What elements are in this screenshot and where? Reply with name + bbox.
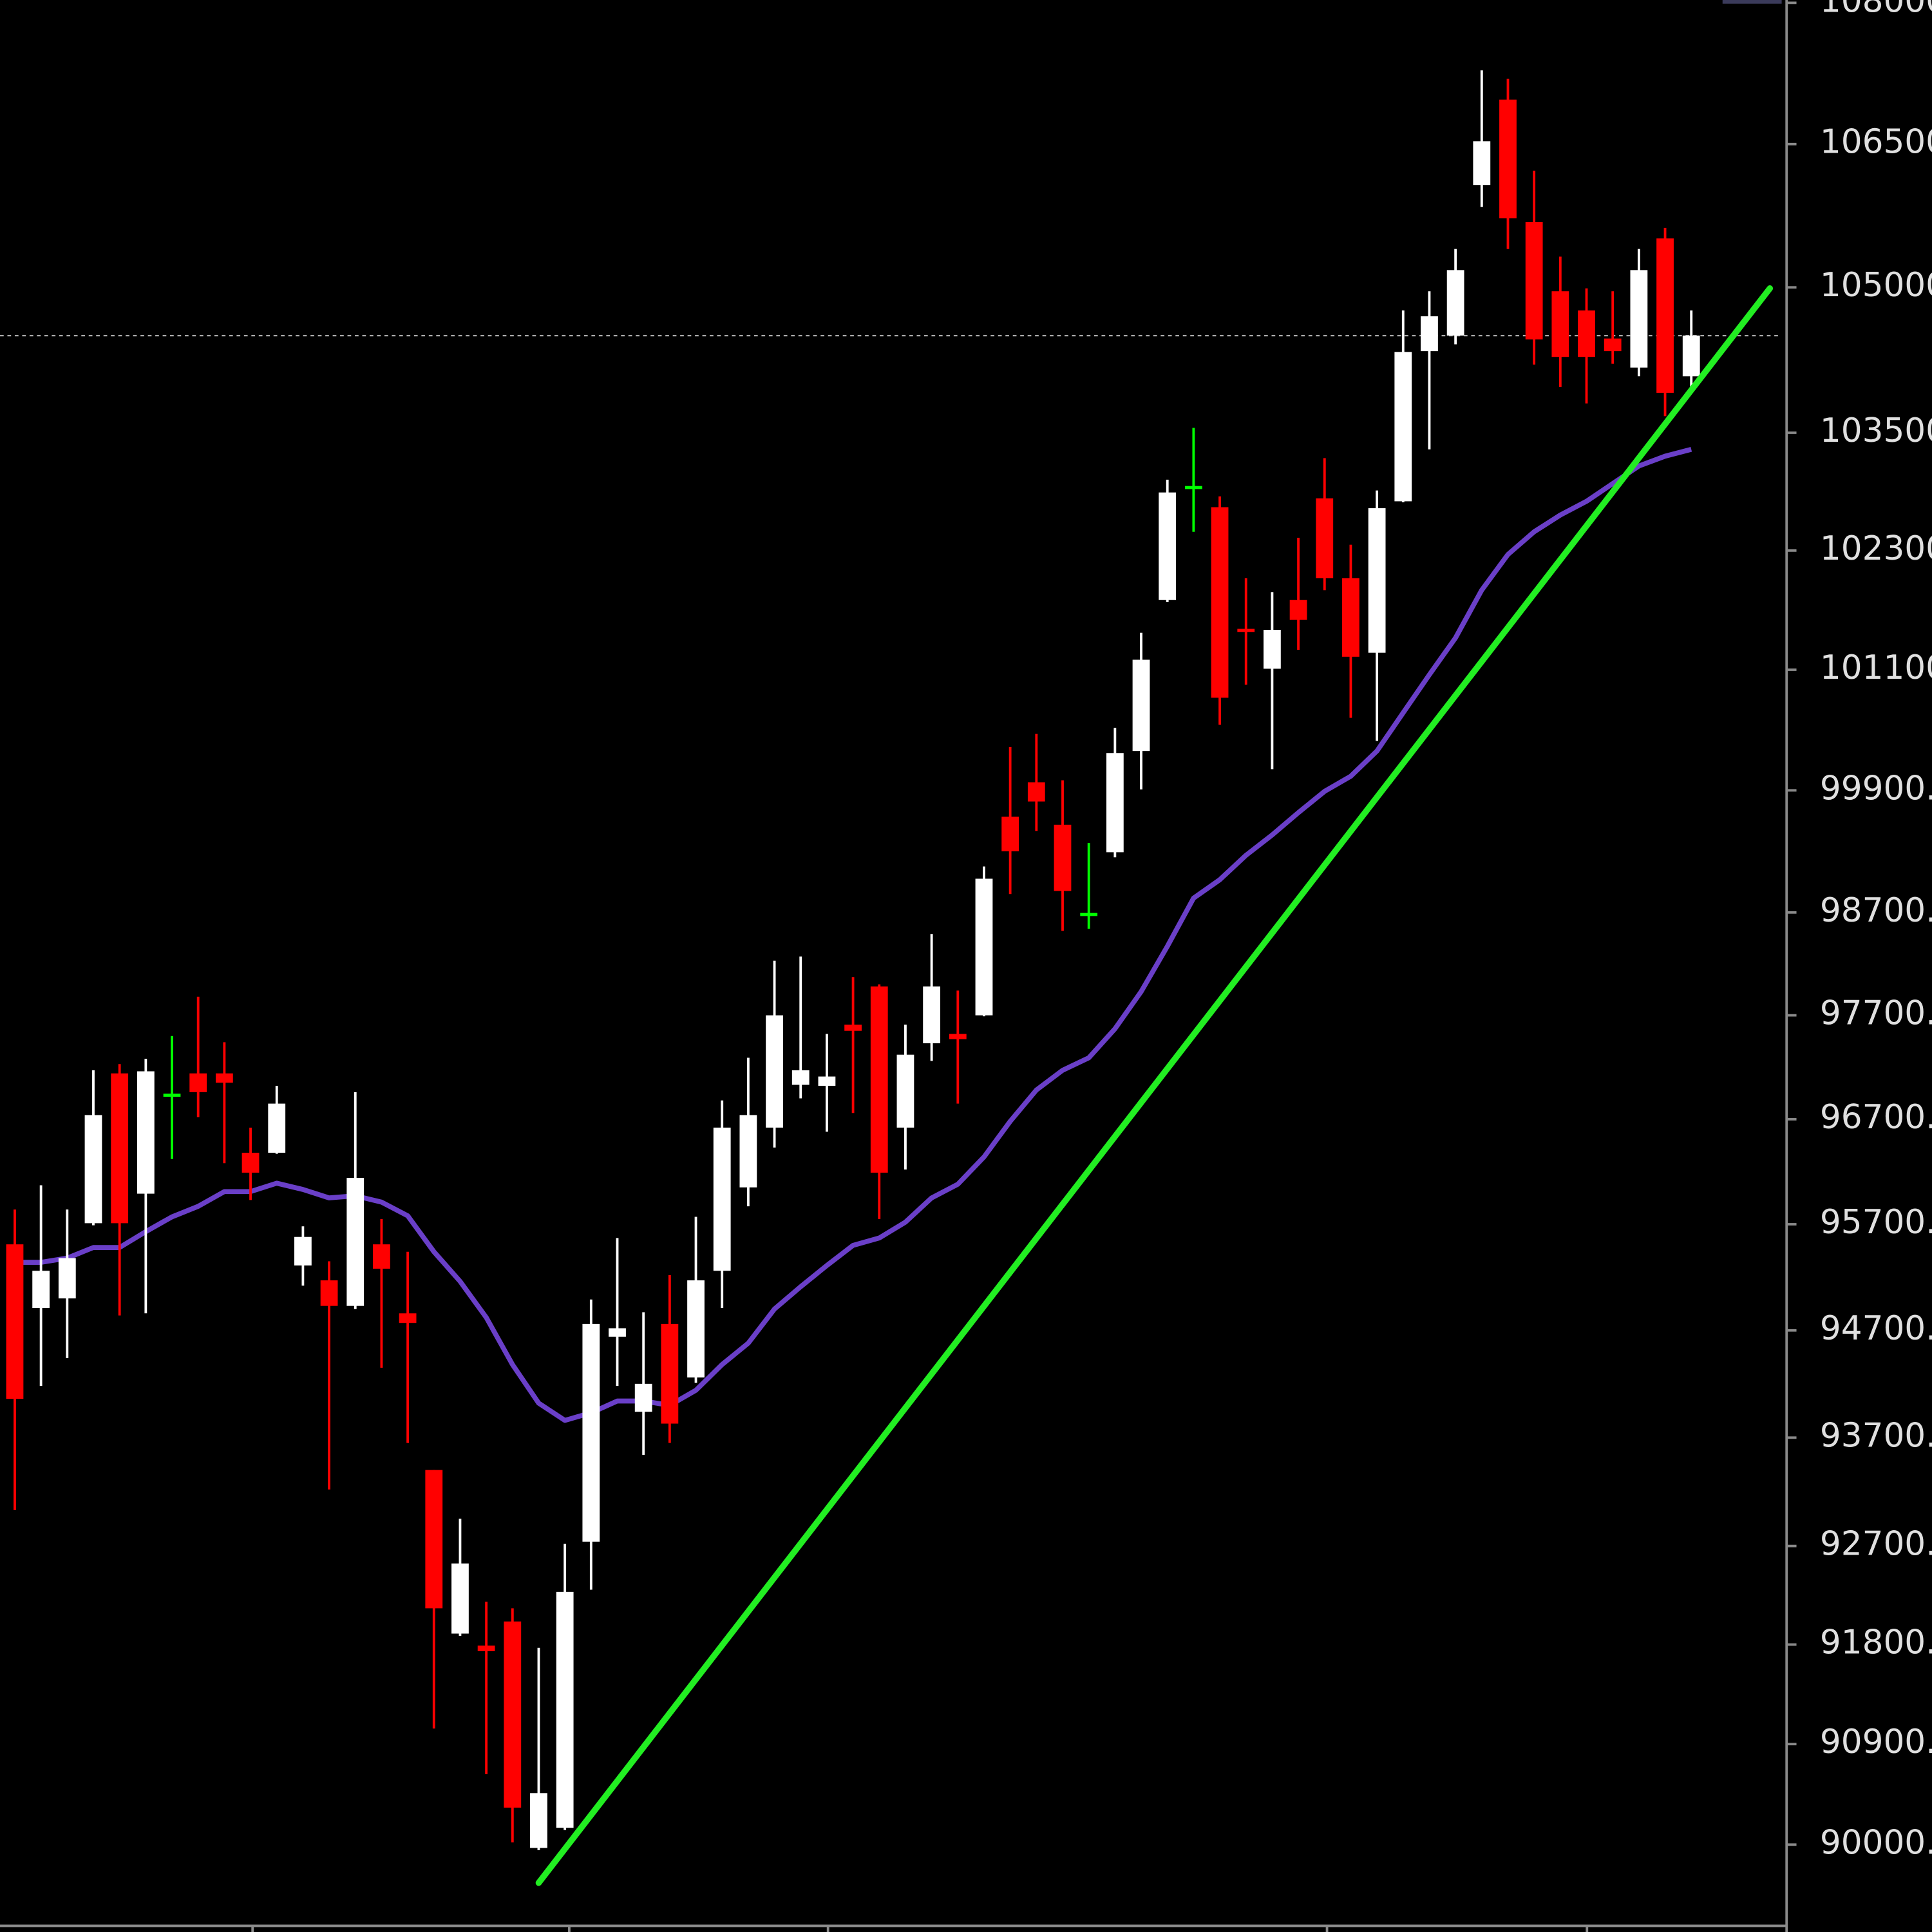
candle-body: [975, 878, 993, 1016]
y-tick-label: 106500: [1820, 123, 1932, 162]
candle-body: [1184, 486, 1202, 489]
y-tick-label: 92700.: [1820, 1525, 1932, 1564]
y-tick-label: 96700.: [1820, 1098, 1932, 1137]
corner-box: [1722, 0, 1782, 4]
candle-body: [1001, 817, 1019, 851]
candle-body: [582, 1323, 600, 1542]
y-tick-label: 102300: [1820, 529, 1932, 568]
candle-body: [896, 1054, 914, 1128]
candle-body: [320, 1280, 338, 1306]
y-tick-label: 97700.: [1820, 994, 1932, 1033]
candle-body: [137, 1071, 155, 1194]
candle-body: [346, 1178, 365, 1306]
candle-body: [111, 1073, 129, 1224]
candle-body: [556, 1591, 574, 1828]
candle-body: [1237, 629, 1255, 632]
candle-body: [1525, 222, 1543, 340]
candle-body: [373, 1244, 390, 1269]
candle-body: [215, 1073, 233, 1083]
candle-body: [530, 1793, 547, 1848]
candle-body: [32, 1271, 50, 1309]
candle-body: [1080, 913, 1098, 916]
candle-body: [477, 1645, 495, 1651]
y-tick-label: 95700.: [1820, 1203, 1932, 1242]
y-tick-label: 90900.: [1820, 1723, 1932, 1761]
y-tick-label: 108000: [1820, 0, 1932, 20]
y-tick-label: 99900.: [1820, 769, 1932, 808]
candle-body: [1499, 99, 1517, 219]
candle-body: [268, 1103, 286, 1153]
candle-body: [425, 1470, 443, 1609]
candle-body: [791, 1070, 810, 1085]
candle-body: [1578, 310, 1595, 357]
candle-body: [1054, 824, 1072, 891]
y-tick-label: 94700.: [1820, 1309, 1932, 1348]
candle-body: [1446, 270, 1464, 336]
candle-body: [1211, 507, 1229, 698]
candle-body: [1159, 492, 1177, 600]
candle-body: [1342, 578, 1359, 657]
candle-body: [844, 1025, 862, 1031]
candle-body: [1421, 316, 1438, 352]
candle-body: [766, 1015, 783, 1128]
candle-body: [739, 1115, 757, 1188]
candle-body: [1473, 141, 1491, 185]
candle-body: [1106, 753, 1124, 853]
candle-body: [818, 1076, 836, 1086]
candle-body: [661, 1323, 679, 1424]
candle-body: [949, 1034, 967, 1039]
y-tick-label: 91800.: [1820, 1624, 1932, 1662]
y-tick-label: 103500: [1820, 412, 1932, 450]
candle-body: [609, 1328, 626, 1337]
candle-body: [1289, 600, 1307, 620]
trendline: [535, 285, 1774, 1886]
y-tick-label: 90000.: [1820, 1823, 1932, 1862]
candle-body: [84, 1115, 102, 1224]
y-tick-label: 101100: [1820, 649, 1932, 687]
candle-body: [1368, 508, 1386, 653]
candle-body: [242, 1152, 260, 1173]
y-tick-label: 93700.: [1820, 1416, 1932, 1455]
candle-body: [634, 1383, 652, 1412]
y-tick-label: 98700.: [1820, 891, 1932, 930]
candle-body: [1656, 238, 1674, 393]
candle-body: [58, 1258, 76, 1299]
moving-average-line: [14, 447, 1692, 1423]
candle-body: [870, 986, 888, 1173]
candle-body: [687, 1280, 705, 1378]
candle-body: [399, 1313, 417, 1323]
candle-body: [1394, 352, 1412, 502]
y-tick-label: 105000: [1820, 266, 1932, 305]
candle-body: [923, 986, 941, 1043]
candle-body: [1264, 630, 1281, 669]
candle-body: [713, 1127, 731, 1271]
candle-body: [1551, 291, 1569, 357]
x-axis-ticks: [251, 1926, 1589, 1932]
candle-body: [1682, 336, 1700, 377]
candle-body: [1132, 659, 1150, 752]
candle-body: [504, 1621, 522, 1808]
candle-body: [6, 1244, 24, 1399]
candle-body: [163, 1094, 181, 1097]
candle-body: [189, 1073, 207, 1092]
candle-body: [294, 1236, 312, 1266]
candle-body: [1027, 782, 1045, 802]
candle-body: [1604, 338, 1622, 352]
candle-body: [1630, 270, 1648, 368]
candle-body: [451, 1563, 469, 1634]
candle-body: [1316, 498, 1334, 578]
